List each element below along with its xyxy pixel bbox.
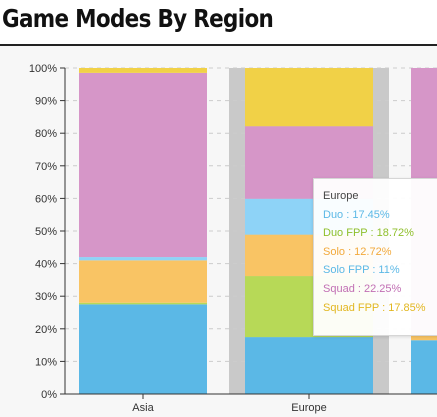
bar-segment [79, 302, 207, 305]
y-tick-label: 60% [35, 193, 57, 205]
chart-tooltip: Europe Duo : 17.45% Duo FPP : 18.72% Sol… [313, 178, 437, 336]
bar-segment [79, 68, 207, 73]
bar-segment [79, 72, 207, 258]
bar-segment [79, 304, 207, 394]
page-title: Game Modes By Region [2, 4, 274, 33]
y-tick-label: 0% [41, 389, 57, 401]
bar-segment [245, 68, 373, 127]
bar-segment [411, 335, 437, 341]
tooltip-row-solo-fpp: Solo FPP : 11% [323, 264, 400, 277]
y-tick-label: 50% [35, 226, 57, 238]
y-tick-label: 20% [35, 324, 57, 336]
bar-segment [79, 260, 207, 303]
y-tick-label: 10% [35, 356, 57, 368]
tooltip-row-squad: Squad : 22.25% [323, 282, 402, 295]
bar-segment [245, 337, 373, 394]
y-tick-label: 100% [29, 63, 57, 75]
tooltip-row-solo: Solo : 12.72% [323, 245, 392, 258]
y-tick-label: 30% [35, 291, 57, 303]
x-tick-label: Asia [132, 402, 154, 414]
page-header: Game Modes By Region [0, 0, 437, 46]
tooltip-row-duo: Duo : 17.45% [323, 208, 390, 221]
bar-segment [79, 257, 207, 261]
y-tick-label: 80% [35, 128, 57, 140]
tooltip-title: Europe [323, 190, 359, 202]
tooltip-row-squad-fpp: Squad FPP : 17.85% [323, 301, 426, 314]
tooltip-row-duo-fpp: Duo FPP : 18.72% [323, 227, 414, 240]
y-tick-label: 70% [35, 161, 57, 173]
y-tick-label: 40% [35, 259, 57, 271]
bar-segment [411, 340, 437, 394]
x-tick-label: Europe [291, 402, 326, 414]
y-tick-label: 90% [35, 96, 57, 108]
